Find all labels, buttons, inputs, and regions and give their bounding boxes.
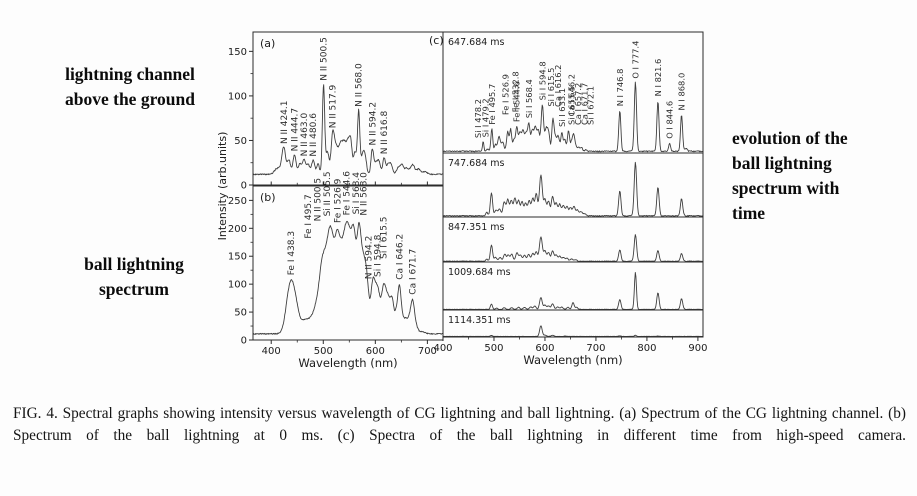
x-tick-label-c5: 900 [688,343,707,354]
spectrum-curve-b [252,220,444,335]
x-tick-label-b: 700 [418,346,437,357]
y-tick-label-a: 100 [228,91,247,102]
x-tick-label-b: 500 [314,346,333,357]
timestamp-label-c2: 747.684 ms [448,158,505,169]
timestamp-label-c3: 847.351 ms [448,222,505,233]
peak-label: Ca I 657.2 [573,83,583,125]
peak-label: Si I 568.4 [352,172,362,215]
peak-label: Si I 672.1 [586,86,596,125]
spectrum-curve-a [252,84,444,176]
x-tick-label-b: 600 [366,346,385,357]
peak-label: N II 444.7 [290,108,300,152]
peak-label: Ca I 646.2 [395,234,405,280]
peak-label: O I 777.4 [630,41,640,79]
peak-label: N II 500.5 [320,37,330,81]
peak-label: Si I 478.2 [473,99,483,138]
x-axis-label-b: Wavelength (nm) [298,356,397,370]
peak-label: Ca I 646.2 [567,74,577,116]
panel-letter-c1: (c) [429,34,444,47]
annotation-evolution-of-spectrum: evolution of the ball lightning spectrum… [732,126,914,226]
peak-label: N II 463.0 [300,113,310,157]
x-tick-label-b: 400 [262,346,281,357]
y-axis-label-intensity: Intensity (arb.units) [216,132,229,241]
peak-label: O I 844.6 [665,101,675,139]
y-tick-label-a: 50 [234,136,247,147]
peak-label: N I 821.6 [653,59,663,97]
peak-label: Si I 615.5 [546,68,556,107]
peak-label: N II 480.6 [309,113,319,157]
x-tick-label-c5: 600 [535,343,554,354]
peak-label: Si I 633.1 [557,88,567,127]
peak-label: N II 517.9 [329,84,339,128]
y-tick-label-b: 50 [234,308,247,319]
peak-label: Si I 594.8 [537,61,547,100]
panel-letter-b: (b) [260,191,276,204]
peak-label: Fe I 495.7 [304,194,314,238]
timestamp-label-c5: 1114.351 ms [448,315,511,326]
peak-label: Si I 615.5 [379,216,389,258]
peak-label: Fe I 438.3 [287,231,297,275]
y-tick-label-a: 150 [228,47,247,58]
y-tick-label-b: 200 [228,224,247,235]
peak-label: Fe I 544.6 [512,81,522,122]
y-tick-label-b: 100 [228,280,247,291]
panel-border-c5 [442,309,704,338]
x-tick-label-c5: 800 [637,343,656,354]
peak-label: Ca I 616.2 [553,65,563,107]
peak-label: N II 616.8 [380,110,390,154]
annotation-line: time [732,203,766,223]
peak-label: Fe I 544.6 [342,171,352,216]
annotation-line: above the ground [65,89,195,109]
peak-label: Si I 594.8 [374,234,384,277]
peak-label: Ca I 671.7 [409,249,419,295]
spectrum-curve-c5 [443,325,703,337]
annotation-line: spectrum [99,279,169,299]
x-tick-label-c5: 700 [586,343,605,354]
x-axis-label-c5: Wavelength (nm) [523,353,622,367]
peak-label: Fe I 526.9 [333,178,343,223]
spectra-panels: 0 50 100 150 N II 424.1 N II 444.7 N II 463.0 N… [215,14,723,389]
peak-label: N II 568.0 [355,63,365,107]
spectrum-curve-c1 [442,81,704,153]
peak-label: N I 939.3 [713,98,715,136]
peak-label: Fe I 526.9 [501,74,511,115]
figure-caption: FIG. 4. Spectral graphs showing intensit… [13,405,906,444]
x-tick-label-c5: 500 [484,343,503,354]
y-tick-label-b: 150 [228,252,247,263]
annotation-lightning-channel: lightning channel above the ground [26,62,234,112]
y-tick-label-b: 250 [228,196,247,207]
annotation-ball-lightning: ball lightning spectrum [48,252,220,302]
peak-label: N II 424.1 [280,100,290,144]
peak-label: Fe I 532.8 [511,71,521,112]
annotation-line: evolution of the [732,128,848,148]
timestamp-label-c4: 1009.684 ms [448,267,511,278]
panel-letter-a: (a) [260,37,275,50]
peak-label: Fe I 495.7 [487,84,497,125]
peak-label: N II 568.0 [360,172,370,216]
annotation-line: ball lightning [732,153,832,173]
peak-label: Ca I 671.7 [580,83,590,125]
annotation-line: spectrum with [732,178,840,198]
peak-label: Si I 568.4 [524,79,534,118]
peak-label: Si I 655.5 [566,86,576,125]
spectrum-curve-c2 [442,161,703,217]
x-tick-label-c5: 400 [433,343,452,354]
peak-label: Si I 479.2 [480,98,490,137]
y-tick-label-b: 0 [241,336,247,347]
peak-label: N I 868.0 [677,73,687,111]
timestamp-label-c1: 647.684 ms [448,37,505,48]
annotation-line: ball lightning [84,254,184,274]
annotation-line: lightning channel [65,64,195,84]
spectrum-curve-c3 [442,234,704,262]
peak-label: N II 500.5 [314,178,324,222]
peak-label: N II 594.2 [364,236,374,280]
peak-label: Si II 505.5 [323,171,333,216]
spectrum-curve-c4 [443,272,703,310]
peak-label: N II 594.2 [368,102,378,146]
peak-label: N I 746.8 [615,69,625,107]
y-tick-label-a: 0 [241,181,247,192]
